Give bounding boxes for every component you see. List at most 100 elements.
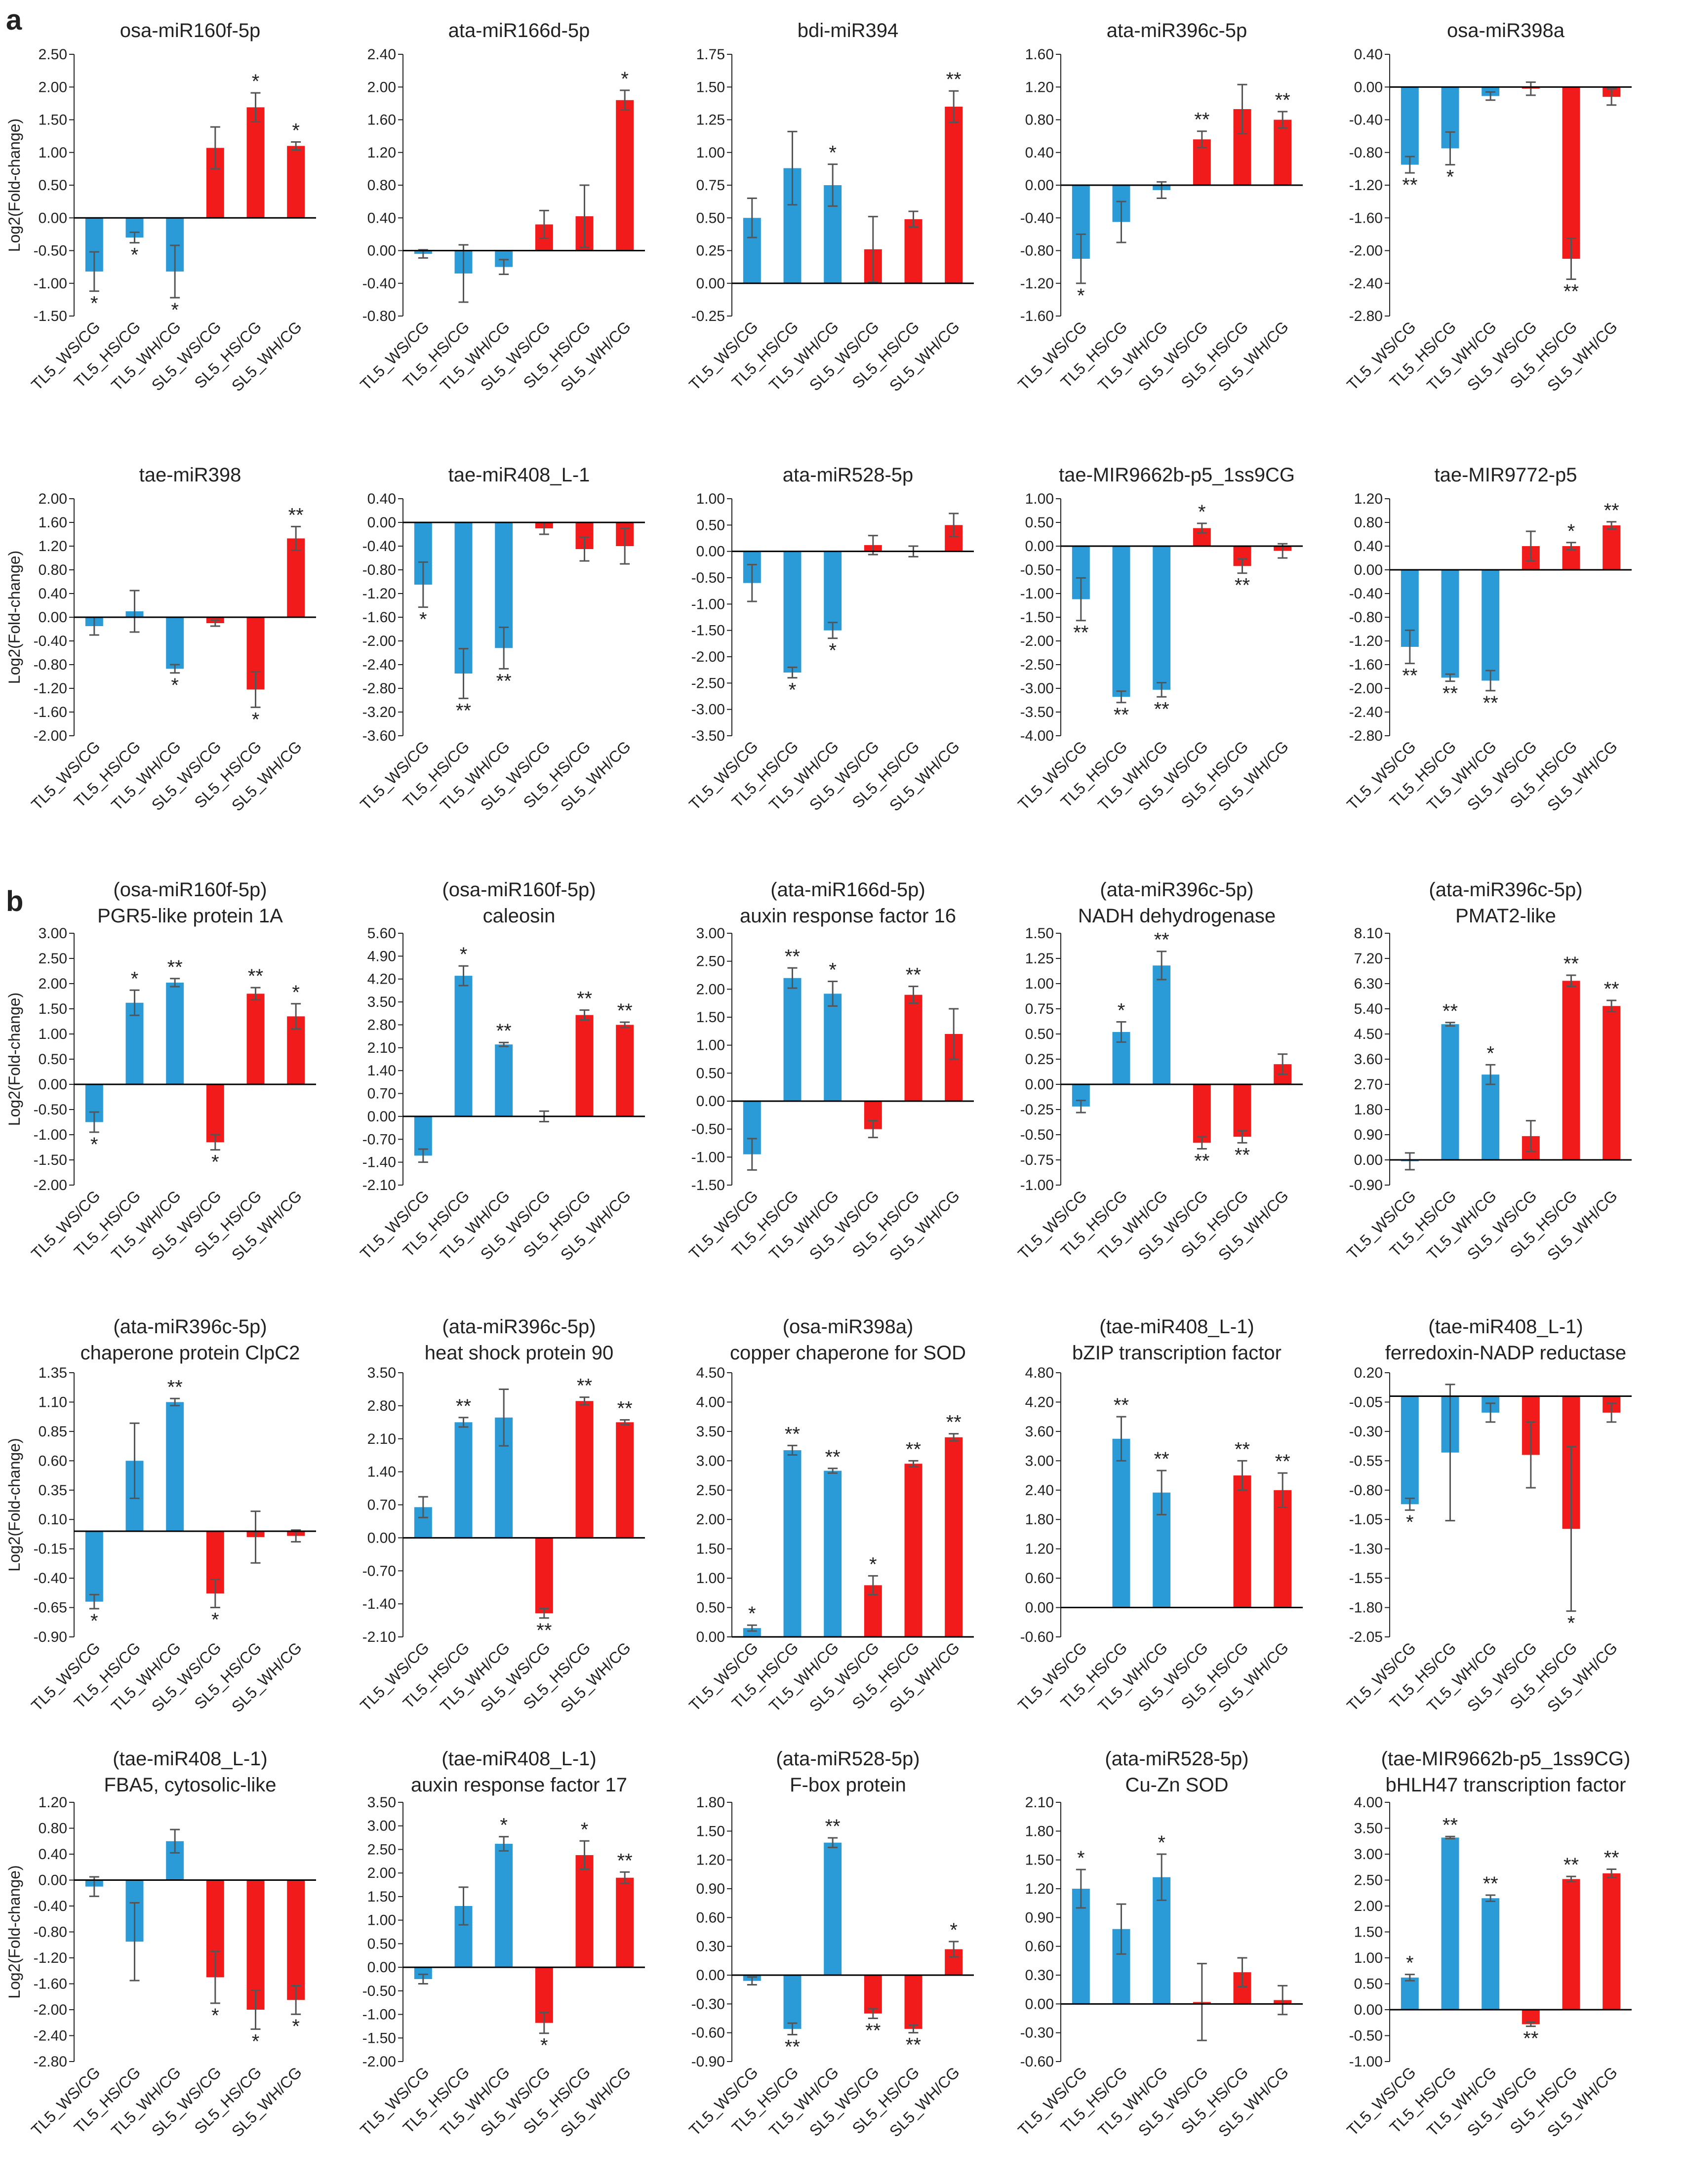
- y-tick-label: -1.60: [34, 704, 67, 720]
- significance-mark: *: [500, 1815, 508, 1836]
- y-tick-label: -0.50: [362, 1983, 396, 1999]
- y-tick-label: -0.75: [1020, 1152, 1054, 1168]
- y-tick-label: -2.00: [34, 2002, 67, 2018]
- panel-label-b: b: [6, 885, 23, 917]
- y-tick-label: -0.80: [362, 308, 396, 324]
- significance-mark: **: [1443, 683, 1458, 705]
- y-tick-label: -2.00: [1020, 633, 1054, 649]
- significance-mark: *: [460, 944, 468, 965]
- y-tick-label: -1.05: [1349, 1511, 1383, 1528]
- significance-mark: *: [829, 640, 837, 662]
- y-tick-label: -1.00: [691, 596, 725, 612]
- y-tick-label: 0.00: [39, 210, 67, 226]
- chart-title: (ata-miR396c-5p): [1100, 879, 1253, 901]
- significance-mark: *: [90, 1610, 98, 1632]
- y-tick-label: -0.80: [1020, 243, 1054, 259]
- chart-title: F-box protein: [790, 1774, 906, 1796]
- y-tick-label: -0.80: [1349, 145, 1383, 161]
- chart-24: (ata-miR528-5p) Cu-Zn SOD -0.60 -0.30 0.00 0.…: [1014, 1748, 1303, 2141]
- y-tick-label: -0.50: [691, 1121, 725, 1138]
- y-tick-label: -0.25: [691, 308, 725, 324]
- y-tick-label: 1.80: [1354, 1102, 1383, 1118]
- y-tick-label: 0.90: [1354, 1127, 1383, 1143]
- chart-14: (ata-miR396c-5p) NADH dehydrogenase -1.00 -…: [1014, 879, 1303, 1264]
- y-tick-label: 1.20: [367, 145, 396, 161]
- significance-mark: *: [1406, 1952, 1414, 1974]
- y-tick-label: 0.30: [1025, 1967, 1054, 1984]
- bar-tl5: [166, 617, 184, 669]
- y-tick-label: 1.50: [39, 1001, 67, 1017]
- bar-tl5: [783, 978, 802, 1101]
- y-axis-label: Log2(Fold-change): [5, 551, 23, 684]
- x-tick-label: SL5_WH/CG: [886, 1638, 963, 1715]
- charts-grid: osa-miR160f-5p -1.50 -1.00 -0.50 0.00 0.50 1.0…: [5, 20, 1632, 2141]
- y-tick-label: 0.50: [39, 1051, 67, 1068]
- x-tick-label: TL5_WS/CG: [1343, 318, 1419, 394]
- chart-title: ferredoxin-NADP reductase: [1385, 1342, 1626, 1364]
- y-tick-label: 0.00: [1025, 177, 1054, 194]
- significance-mark: *: [1198, 501, 1206, 523]
- bar-sl5: [616, 100, 634, 251]
- y-tick-label: 4.00: [696, 1394, 725, 1410]
- x-tick-label: SL5_WH/CG: [228, 2063, 305, 2140]
- chart-title: Cu-Zn SOD: [1125, 1774, 1229, 1796]
- x-tick-label: SL5_WH/CG: [1544, 2063, 1621, 2140]
- significance-mark: **: [1114, 704, 1129, 726]
- y-tick-label: 0.75: [1025, 1001, 1054, 1017]
- bar-sl5: [246, 107, 265, 218]
- significance-mark: **: [1275, 1451, 1290, 1472]
- bar-sl5: [1603, 525, 1621, 570]
- bar-sl5: [904, 219, 922, 283]
- chart-title: ata-miR396c-5p: [1107, 20, 1247, 41]
- chart-16: (ata-miR396c-5p) chaperone protein ClpC2 -…: [5, 1316, 316, 1716]
- y-tick-label: -0.50: [1349, 2028, 1383, 2044]
- y-tick-label: 0.00: [1354, 562, 1383, 578]
- x-tick-label: SL5_WH/CG: [228, 737, 305, 814]
- bar-sl5: [575, 1015, 594, 1116]
- bar-sl5: [904, 1975, 922, 2029]
- significance-mark: **: [167, 956, 183, 978]
- significance-mark: *: [829, 959, 837, 981]
- y-tick-label: -0.70: [362, 1563, 396, 1579]
- y-tick-label: 2.10: [367, 1040, 396, 1056]
- chart-title: (osa-miR160f-5p): [442, 879, 596, 901]
- significance-mark: **: [1483, 692, 1498, 714]
- bar-sl5: [1603, 1006, 1621, 1160]
- y-tick-label: -2.05: [1349, 1629, 1383, 1645]
- y-tick-label: 0.60: [1025, 1570, 1054, 1587]
- chart-15: (ata-miR396c-5p) PMAT2-like -0.90 0.00 0.90 1…: [1343, 879, 1632, 1264]
- significance-mark: **: [1483, 1873, 1498, 1895]
- significance-mark: **: [785, 2036, 800, 2058]
- y-tick-label: -1.00: [691, 1149, 725, 1165]
- significance-mark: **: [946, 69, 962, 90]
- y-tick-label: 2.80: [367, 1398, 396, 1414]
- y-tick-label: -1.60: [34, 1976, 67, 1992]
- significance-mark: **: [1114, 1394, 1129, 1416]
- x-tick-label: SL5_WH/CG: [886, 737, 963, 814]
- x-tick-label: TL5_WS/CG: [1014, 1638, 1090, 1714]
- y-tick-label: 1.25: [1025, 951, 1054, 967]
- y-tick-label: -3.50: [1020, 704, 1054, 720]
- y-tick-label: -1.50: [362, 2030, 396, 2046]
- chart-title: (ata-miR166d-5p): [770, 879, 925, 901]
- y-tick-label: 0.25: [1025, 1051, 1054, 1068]
- x-tick-label: TL5_WS/CG: [28, 1638, 104, 1714]
- chart-title: (ata-miR396c-5p): [442, 1316, 596, 1338]
- chart-title: osa-miR398a: [1447, 20, 1565, 41]
- y-tick-label: 3.00: [1354, 1846, 1383, 1863]
- y-tick-label: 4.50: [696, 1365, 725, 1381]
- chart-1: osa-miR160f-5p -1.50 -1.00 -0.50 0.00 0.50 1.0…: [5, 20, 316, 395]
- chart-title: osa-miR160f-5p: [120, 20, 261, 41]
- y-tick-label: -2.00: [1349, 680, 1383, 697]
- bar-tl5: [1401, 1977, 1419, 2010]
- y-tick-label: 1.20: [39, 538, 67, 555]
- significance-mark: **: [1604, 1847, 1619, 1868]
- significance-mark: *: [252, 709, 260, 730]
- y-tick-label: -1.00: [34, 1127, 67, 1143]
- y-tick-label: 0.80: [1354, 515, 1383, 531]
- x-tick-label: TL5_WS/CG: [1343, 1187, 1419, 1263]
- y-tick-label: 4.20: [1025, 1394, 1054, 1410]
- significance-mark: **: [785, 1423, 800, 1445]
- y-tick-label: -3.20: [362, 704, 396, 720]
